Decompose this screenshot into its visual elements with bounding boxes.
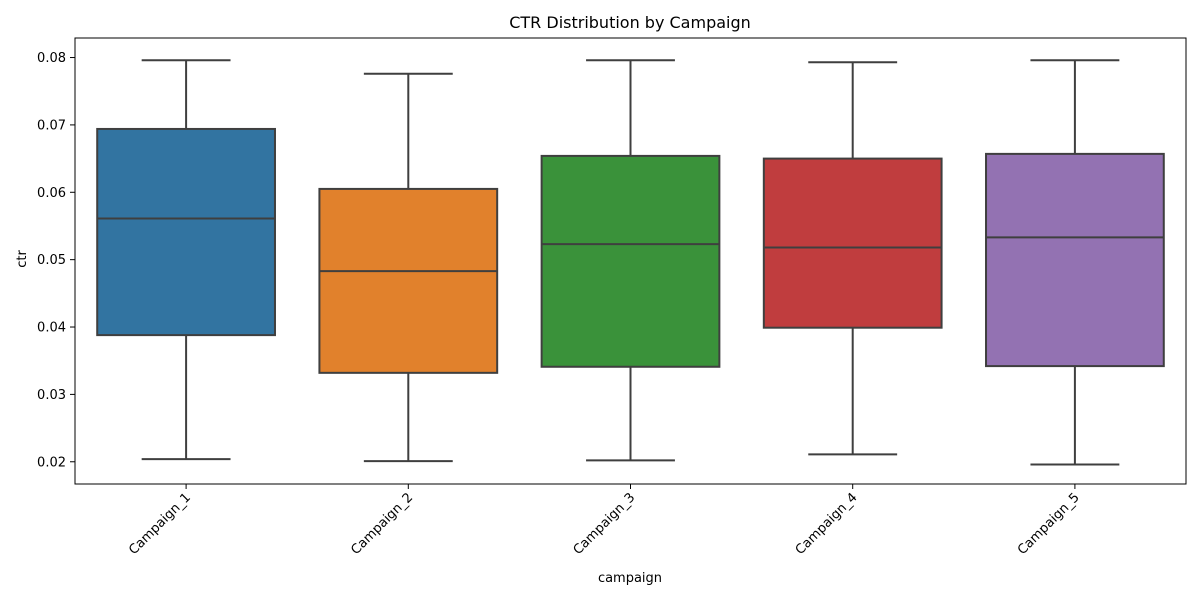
x-tick-label: Campaign_3 [571,490,639,558]
chart-title: CTR Distribution by Campaign [509,13,751,32]
y-tick-label: 0.06 [37,186,66,201]
iqr-box [96,127,276,337]
x-tick-label: Campaign_2 [348,490,416,558]
iqr-box [762,157,943,329]
x-tick-label: Campaign_4 [793,490,861,558]
iqr-box [985,152,1165,368]
plot-area: 0.02 0.03 0.04 0.05 0.06 0.07 0.08 Campaign_1 Ca… [37,37,1187,558]
iqr-box [318,187,499,374]
y-tick-label: 0.04 [37,321,66,336]
y-tick-label: 0.03 [37,388,66,403]
iqr-box [540,154,721,368]
y-axis-label: ctr [15,250,30,268]
y-tick-label: 0.02 [37,455,66,470]
y-tick-label: 0.07 [37,118,66,133]
box-campaign-2 [318,72,499,463]
y-tick-label: 0.08 [37,51,66,66]
x-axis-label: campaign [598,571,662,586]
box-campaign-4 [762,61,943,456]
y-tick-label: 0.05 [37,253,66,268]
box-campaign-1 [96,59,276,461]
box-campaign-3 [540,59,721,462]
x-tick-label: Campaign_1 [126,490,194,558]
x-tick-label: Campaign_5 [1015,490,1083,558]
box-campaign-5 [985,59,1165,466]
